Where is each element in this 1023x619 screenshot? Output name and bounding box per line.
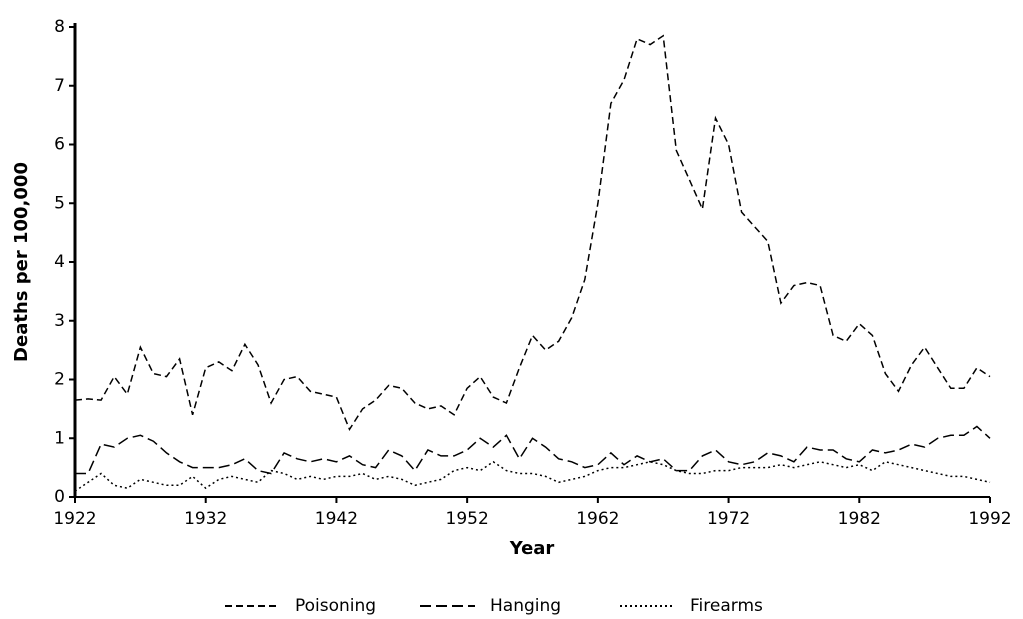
y-tick-label: 3 <box>54 311 65 331</box>
y-tick-label: 7 <box>54 76 65 96</box>
x-tick-label: 1992 <box>968 509 1011 529</box>
x-tick-label: 1962 <box>576 509 619 529</box>
legend-label: Firearms <box>690 596 763 616</box>
y-tick-label: 6 <box>54 135 65 155</box>
y-axis-title: Deaths per 100,000 <box>11 162 32 362</box>
x-tick-label: 1922 <box>53 509 96 529</box>
y-tick-label: 0 <box>54 487 65 507</box>
x-tick-label: 1972 <box>707 509 750 529</box>
y-tick-label: 2 <box>54 370 65 390</box>
series-line <box>74 34 991 432</box>
legend-label: Poisoning <box>295 596 376 616</box>
y-tick-label: 8 <box>54 17 65 37</box>
x-tick-label: 1942 <box>315 509 358 529</box>
y-tick-label: 5 <box>54 193 65 213</box>
x-axis-title: Year <box>509 538 555 559</box>
series-line <box>75 425 991 475</box>
x-tick-label: 1952 <box>446 509 489 529</box>
x-tick-label: 1982 <box>838 509 881 529</box>
x-tick-label: 1932 <box>184 509 227 529</box>
legend-label: Hanging <box>490 596 561 616</box>
y-tick-label: 1 <box>54 428 65 448</box>
y-tick-label: 4 <box>54 252 65 272</box>
series-line <box>74 460 991 492</box>
